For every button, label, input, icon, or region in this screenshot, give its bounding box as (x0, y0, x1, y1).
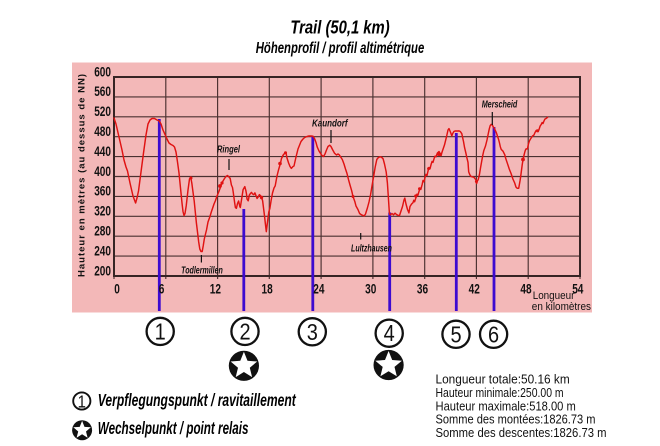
svg-text:6: 6 (488, 321, 499, 348)
svg-text:6: 6 (159, 281, 165, 297)
svg-text:12: 12 (210, 281, 221, 297)
svg-text:360: 360 (94, 183, 111, 199)
svg-text:520: 520 (94, 103, 111, 119)
svg-text:54: 54 (572, 281, 583, 297)
svg-text:Somme des montées:1826.73 m: Somme des montées:1826.73 m (436, 412, 596, 427)
svg-text:30: 30 (365, 281, 376, 297)
svg-text:440: 440 (94, 143, 111, 159)
svg-text:480: 480 (94, 123, 111, 139)
svg-text:2: 2 (239, 318, 250, 345)
svg-text:Wechselpunkt / point relais: Wechselpunkt / point relais (98, 418, 249, 438)
svg-text:Longueur totale:50.16 km: Longueur totale:50.16 km (436, 372, 570, 387)
svg-text:48: 48 (520, 281, 531, 297)
svg-text:0: 0 (114, 281, 120, 297)
svg-text:600: 600 (94, 64, 111, 80)
svg-text:Hauteur minimale:250.00 m: Hauteur minimale:250.00 m (436, 385, 564, 400)
svg-text:18: 18 (261, 281, 272, 297)
svg-text:4: 4 (384, 320, 395, 347)
svg-text:280: 280 (94, 223, 111, 239)
svg-text:Kaundorf: Kaundorf (312, 117, 349, 129)
svg-text:Hauteur en mètres (au dessus d: Hauteur en mètres (au dessus de NN) (77, 74, 88, 277)
svg-text:5: 5 (450, 321, 461, 348)
svg-text:42: 42 (469, 281, 480, 297)
svg-text:Verpflegungspunkt / ravitaille: Verpflegungspunkt / ravitaillement (98, 391, 297, 411)
svg-text:320: 320 (94, 203, 111, 219)
svg-text:1: 1 (78, 392, 86, 411)
svg-text:3: 3 (307, 318, 318, 345)
svg-text:1: 1 (155, 318, 166, 345)
svg-text:Merscheid: Merscheid (482, 98, 518, 110)
svg-text:400: 400 (94, 163, 111, 179)
svg-text:Somme des descentes:1826.73 m: Somme des descentes:1826.73 m (436, 425, 607, 440)
svg-text:560: 560 (94, 84, 111, 100)
svg-text:Todlermillen: Todlermillen (181, 264, 223, 276)
svg-text:36: 36 (417, 281, 428, 297)
svg-text:Hauteur maximale:518.00 m: Hauteur maximale:518.00 m (436, 398, 576, 413)
svg-text:Lultzhausen: Lultzhausen (351, 243, 392, 255)
svg-text:24: 24 (313, 281, 324, 297)
svg-text:240: 240 (94, 243, 111, 259)
svg-text:en kilomètres: en kilomètres (532, 301, 592, 313)
svg-text:Longueur: Longueur (533, 290, 575, 302)
svg-text:Ringel: Ringel (217, 144, 241, 156)
svg-text:200: 200 (94, 263, 111, 279)
svg-text:Trail (50,1 km): Trail (50,1 km) (290, 17, 390, 38)
svg-text:Höhenprofil / profil altimétri: Höhenprofil / profil altimétrique (256, 39, 425, 56)
